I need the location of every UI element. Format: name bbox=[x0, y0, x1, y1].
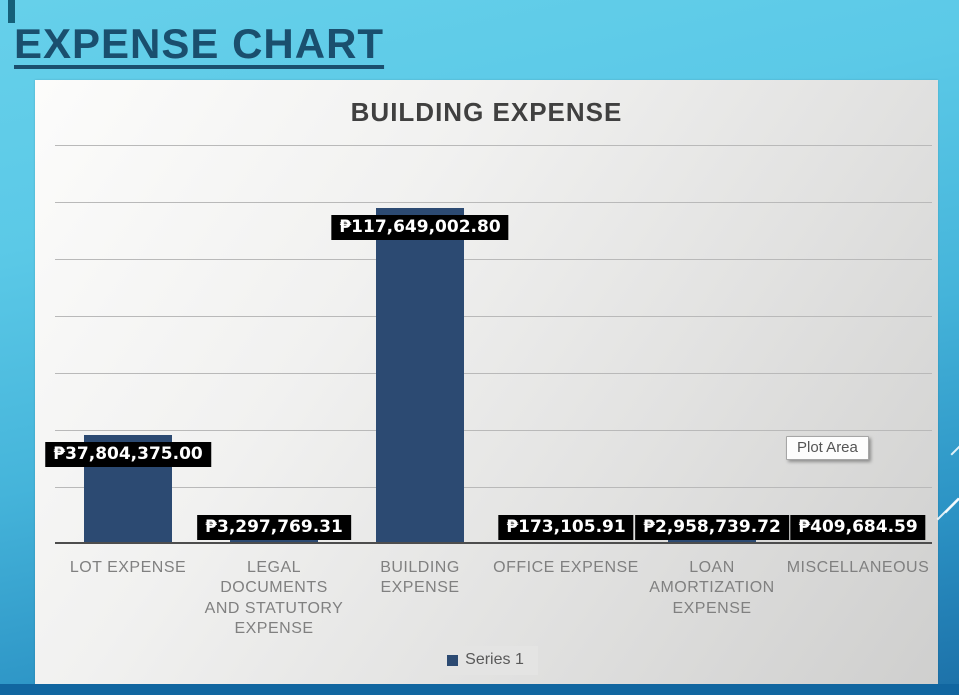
category-axis-label[interactable]: LOT EXPENSE bbox=[69, 559, 187, 576]
slide-title[interactable]: EXPENSE CHART bbox=[14, 20, 385, 67]
legend-series-marker-icon bbox=[447, 654, 459, 666]
major-gridline bbox=[55, 487, 932, 488]
slide-bottom-strip bbox=[0, 684, 959, 695]
plot-area[interactable]: ₱37,804,375.00 LOT EXPENSE ₱3,297,769.31 LE… bbox=[35, 80, 938, 684]
major-gridline bbox=[55, 259, 932, 260]
legend[interactable]: Series 1 bbox=[435, 646, 538, 675]
title-accent-tab bbox=[8, 0, 15, 23]
data-label[interactable]: ₱173,105.91 bbox=[498, 515, 634, 540]
data-label[interactable]: ₱3,297,769.31 bbox=[197, 515, 351, 540]
slide-theme-diagonal-decoration bbox=[950, 438, 959, 456]
category-axis-label[interactable]: LEGAL DOCUMENTS AND STATUTORY EXPENSE bbox=[204, 559, 344, 638]
major-gridline bbox=[55, 430, 932, 431]
major-gridline bbox=[55, 145, 932, 146]
major-gridline bbox=[55, 316, 932, 317]
data-label[interactable]: ₱409,684.59 bbox=[790, 515, 926, 540]
major-gridline bbox=[55, 202, 932, 203]
plot-area-tooltip: Plot Area bbox=[786, 436, 869, 460]
category-axis-label[interactable]: LOAN AMORTIZATION EXPENSE bbox=[649, 559, 775, 617]
category-axis-label[interactable]: MISCELLANEOUS bbox=[786, 559, 930, 576]
data-label[interactable]: ₱2,958,739.72 bbox=[635, 515, 789, 540]
chart-object[interactable]: BUILDING EXPENSE ₱37,804,375.00 LOT EXPEN… bbox=[35, 80, 938, 684]
legend-series-label: Series 1 bbox=[465, 651, 524, 668]
chart-title[interactable]: BUILDING EXPENSE bbox=[350, 97, 623, 127]
legend-wrap: Series 1 bbox=[35, 646, 938, 675]
bar-building-expense[interactable] bbox=[376, 207, 464, 543]
data-label[interactable]: ₱37,804,375.00 bbox=[45, 442, 211, 468]
x-axis-line bbox=[55, 542, 932, 544]
major-gridline bbox=[55, 373, 932, 374]
data-label[interactable]: ₱117,649,002.80 bbox=[331, 214, 509, 240]
category-axis-label[interactable]: OFFICE EXPENSE bbox=[493, 559, 639, 576]
category-axis-label[interactable]: BUILDING EXPENSE bbox=[380, 559, 460, 597]
